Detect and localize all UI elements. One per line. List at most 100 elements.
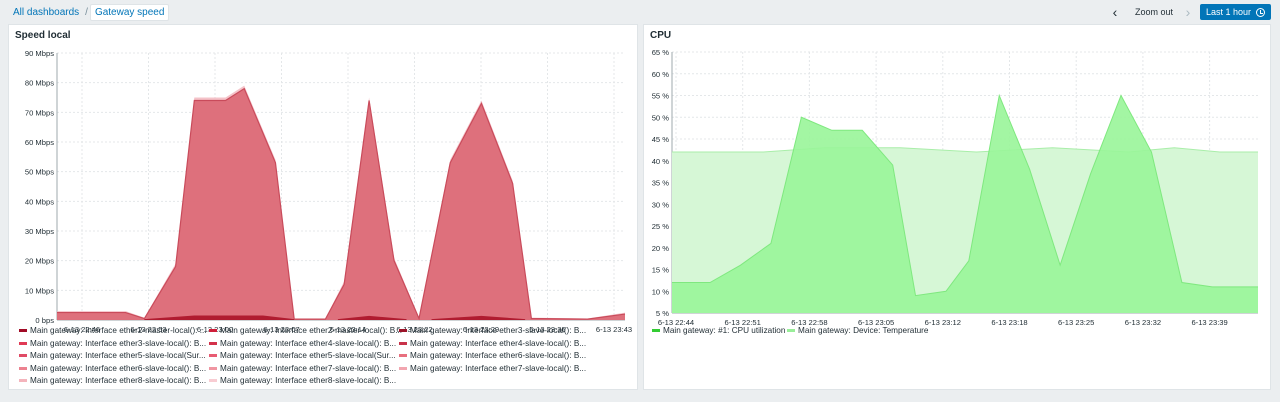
legend-label: Main gateway: Interface ether5-slave-loc… bbox=[30, 351, 206, 360]
legend-swatch bbox=[399, 366, 407, 370]
x-tick-label: 6-13 23:22 bbox=[396, 325, 432, 334]
legend-item[interactable]: Main gateway: Interface ether8-slave-loc… bbox=[209, 375, 396, 386]
x-tick-label: 6-13 22:53 bbox=[130, 325, 166, 334]
legend-label: Main gateway: Interface ether8-slave-loc… bbox=[30, 376, 207, 385]
legend-swatch bbox=[652, 329, 660, 332]
y-tick-label: 50 Mbps bbox=[25, 168, 54, 177]
speed-local-legend: Main gateway: Interface ether2-master-lo… bbox=[19, 325, 629, 387]
y-tick-label: 60 Mbps bbox=[25, 138, 54, 147]
legend-label: Main gateway: Interface ether8-slave-loc… bbox=[220, 376, 397, 385]
legend-label: Main gateway: Interface ether2-master-lo… bbox=[30, 326, 207, 335]
x-tick-label: 6-13 23:12 bbox=[925, 318, 961, 327]
legend-item[interactable]: Main gateway: Interface ether4-slave-loc… bbox=[399, 338, 586, 349]
legend-label: Main gateway: Interface ether3-slave-loc… bbox=[410, 326, 587, 335]
series-line-download bbox=[57, 87, 626, 321]
legend-label: Main gateway: Interface ether4-slave-loc… bbox=[220, 338, 397, 348]
legend-item[interactable]: Main gateway: Interface ether5-slave-loc… bbox=[209, 350, 396, 361]
legend-swatch bbox=[19, 379, 27, 382]
y-tick-label: 5 % bbox=[656, 309, 669, 318]
legend-item[interactable]: Main gateway: Interface ether7-slave-loc… bbox=[399, 363, 586, 374]
x-tick-label: 6-13 23:14 bbox=[330, 325, 366, 334]
legend-label: Main gateway: Interface ether4-slave-loc… bbox=[410, 338, 587, 348]
legend-item[interactable]: Main gateway: Interface ether2-master-lo… bbox=[19, 325, 207, 336]
y-tick-label: 25 % bbox=[652, 222, 670, 231]
clock-icon bbox=[1256, 7, 1266, 17]
breadcrumb-current[interactable]: Gateway speed bbox=[89, 4, 170, 21]
cpu-title: CPU bbox=[650, 30, 672, 41]
time-range-button[interactable]: Last 1 hour bbox=[1200, 4, 1271, 20]
y-tick-label: 80 Mbps bbox=[25, 79, 54, 88]
legend-swatch bbox=[19, 341, 27, 345]
x-tick-label: 6-13 22:51 bbox=[725, 318, 761, 327]
x-tick-label: 6-13 23:36 bbox=[529, 325, 565, 334]
legend-item[interactable]: Main gateway: Device: Temperature bbox=[787, 325, 928, 336]
x-tick-label: 6-13 23:43 bbox=[596, 325, 632, 334]
y-tick-label: 50 % bbox=[652, 113, 670, 122]
legend-swatch bbox=[787, 329, 795, 332]
legend-item[interactable]: Main gateway: Interface ether4-slave-loc… bbox=[209, 338, 396, 349]
legend-item[interactable]: Main gateway: #1: CPU utilization bbox=[652, 325, 785, 336]
legend-swatch bbox=[399, 354, 407, 357]
x-tick-label: 6-13 23:18 bbox=[991, 318, 1027, 327]
speed-local-chart: 0 bps 10 Mbps 20 Mbps 30 Mbps 40 Mbps 50 Mbps… bbox=[25, 49, 632, 334]
legend-swatch bbox=[19, 329, 27, 332]
legend-label: Main gateway: Interface ether2-master-lo… bbox=[220, 326, 403, 335]
series-area-low bbox=[431, 315, 526, 320]
cpu-legend: Main gateway: #1: CPU utilization Main ga… bbox=[652, 325, 1252, 339]
breadcrumb: All dashboards / Gateway speed bbox=[9, 4, 170, 21]
legend-item[interactable]: Main gateway: Interface ether6-slave-loc… bbox=[399, 350, 586, 361]
y-tick-label: 30 % bbox=[652, 200, 670, 209]
y-tick-label: 30 Mbps bbox=[25, 227, 54, 236]
y-tick-label: 20 % bbox=[652, 244, 670, 253]
y-tick-label: 0 bps bbox=[35, 316, 54, 325]
speed-local-title: Speed local bbox=[15, 30, 71, 41]
legend-swatch bbox=[209, 354, 217, 357]
x-tick-label: 6-13 22:44 bbox=[658, 318, 694, 327]
y-tick-label: 65 % bbox=[652, 48, 670, 57]
x-tick-label: 6-13 22:58 bbox=[791, 318, 827, 327]
legend-label: Main gateway: Interface ether3-slave-loc… bbox=[30, 338, 207, 348]
y-tick-label: 10 % bbox=[652, 287, 670, 296]
legend-swatch bbox=[209, 366, 217, 370]
chevron-right-icon[interactable]: › bbox=[1185, 4, 1191, 20]
zoom-out-button[interactable]: Zoom out bbox=[1135, 7, 1174, 17]
y-tick-label: 10 Mbps bbox=[25, 286, 54, 295]
legend-item[interactable]: Main gateway: Interface ether6-slave-loc… bbox=[19, 363, 206, 374]
time-range-label: Last 1 hour bbox=[1205, 7, 1252, 17]
legend-item[interactable]: Main gateway: Interface ether3-slave-loc… bbox=[19, 338, 206, 349]
y-tick-label: 70 Mbps bbox=[25, 108, 54, 117]
legend-label: Main gateway: Interface ether5-slave-loc… bbox=[220, 351, 396, 360]
y-tick-label: 55 % bbox=[652, 92, 670, 101]
y-tick-label: 35 % bbox=[652, 179, 670, 188]
breadcrumb-separator: / bbox=[85, 7, 88, 18]
speed-local-widget: Speed local 0 bps 10 Mbps 20 Mbps 30 Mbps 40… bbox=[8, 24, 638, 390]
series-area-low bbox=[144, 315, 295, 320]
legend-label: Main gateway: Interface ether7-slave-loc… bbox=[410, 363, 587, 373]
y-tick-label: 45 % bbox=[652, 135, 670, 144]
legend-item[interactable]: Main gateway: Interface ether5-slave-loc… bbox=[19, 350, 206, 361]
series-area-low bbox=[337, 315, 407, 320]
y-tick-label: 20 Mbps bbox=[25, 257, 54, 266]
legend-item[interactable]: Main gateway: Interface ether8-slave-loc… bbox=[19, 375, 206, 386]
breadcrumb-all-dashboards[interactable]: All dashboards bbox=[13, 7, 80, 18]
legend-label: Main gateway: #1: CPU utilization bbox=[663, 326, 786, 335]
legend-item[interactable]: Main gateway: Interface ether7-slave-loc… bbox=[209, 363, 396, 374]
legend-swatch bbox=[209, 379, 217, 382]
cpu-widget: CPU 5 % 10 % 15 % 20 % 25 % 30 % 35 % 40 % 45 % 5… bbox=[643, 24, 1271, 390]
legend-swatch bbox=[209, 329, 217, 332]
series-area-upload bbox=[57, 85, 625, 320]
legend-label: Main gateway: Device: Temperature bbox=[798, 326, 929, 335]
legend-swatch bbox=[19, 354, 27, 357]
legend-swatch bbox=[399, 341, 407, 345]
legend-item[interactable]: Main gateway: Interface ether2-master-lo… bbox=[209, 325, 402, 336]
series-line-cpu bbox=[672, 93, 1258, 297]
y-tick-label: 40 % bbox=[652, 157, 670, 166]
x-tick-label: 6-13 23:07 bbox=[263, 325, 299, 334]
legend-swatch bbox=[209, 341, 217, 345]
legend-swatch bbox=[19, 366, 27, 370]
chevron-left-icon[interactable]: ‹ bbox=[1112, 4, 1118, 20]
x-tick-label: 6-13 23:29 bbox=[463, 325, 499, 334]
cpu-chart: 5 % 10 % 15 % 20 % 25 % 30 % 35 % 40 % 45 % 50 % 5… bbox=[652, 48, 1258, 327]
y-tick-label: 90 Mbps bbox=[25, 49, 54, 58]
legend-item[interactable]: Main gateway: Interface ether3-slave-loc… bbox=[399, 325, 586, 336]
